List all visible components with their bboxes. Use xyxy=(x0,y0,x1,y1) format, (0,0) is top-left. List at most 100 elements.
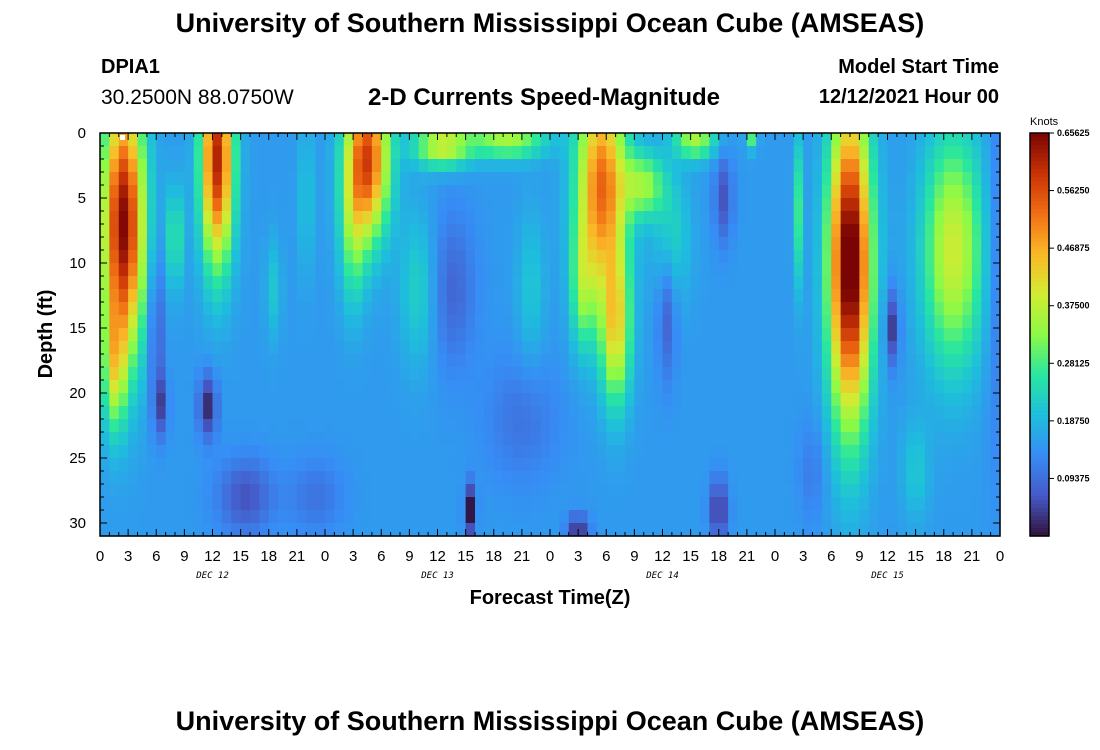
heatmap-cell xyxy=(625,471,635,485)
heatmap-cell xyxy=(231,159,242,173)
heatmap-cell xyxy=(690,484,701,498)
heatmap-cell xyxy=(700,211,710,225)
heatmap-cell xyxy=(503,224,514,238)
heatmap-cell xyxy=(306,250,317,264)
heatmap-cell xyxy=(878,263,889,277)
heatmap-cell xyxy=(868,393,879,407)
heatmap-cell xyxy=(296,198,307,212)
heatmap-cell xyxy=(437,276,448,290)
heatmap-cell xyxy=(306,484,317,498)
heatmap-cell xyxy=(775,510,785,524)
heatmap-cell xyxy=(146,172,157,186)
heatmap-cell xyxy=(925,523,935,537)
heatmap-cell xyxy=(503,263,514,277)
heatmap-cell xyxy=(137,224,148,238)
heatmap-cell xyxy=(193,497,204,511)
heatmap-cell xyxy=(625,523,635,537)
heatmap-cell xyxy=(381,159,392,173)
heatmap-cell xyxy=(821,302,832,316)
heatmap-cell xyxy=(859,497,870,511)
heatmap-cell xyxy=(765,419,776,433)
heatmap-cell xyxy=(428,159,439,173)
heatmap-cell xyxy=(615,328,626,342)
heatmap-cell xyxy=(990,393,1001,407)
heatmap-cell xyxy=(596,159,607,173)
heatmap-cell xyxy=(512,523,523,537)
heatmap-cell xyxy=(596,354,607,368)
heatmap-cell xyxy=(250,185,260,199)
heatmap-cell xyxy=(240,432,251,446)
heatmap-cell xyxy=(278,367,289,381)
heatmap-cell xyxy=(709,224,720,238)
heatmap-cell xyxy=(981,224,992,238)
heatmap-cell xyxy=(634,302,645,316)
heatmap-cell xyxy=(390,159,401,173)
heatmap-cell xyxy=(943,354,954,368)
heatmap-cell xyxy=(540,133,551,147)
heatmap-cell xyxy=(615,133,626,147)
colorbar-tick-label: 0.09375 xyxy=(1057,473,1090,483)
heatmap-cell xyxy=(503,146,514,160)
heatmap-cell xyxy=(325,367,335,381)
heatmap-cell xyxy=(943,393,954,407)
heatmap-cell xyxy=(953,341,964,355)
heatmap-cell xyxy=(681,146,692,160)
heatmap-cell xyxy=(728,393,739,407)
heatmap-cell xyxy=(100,211,110,225)
heatmap-cell xyxy=(531,224,542,238)
colorbar-segment xyxy=(1030,499,1049,505)
heatmap-cell xyxy=(662,341,673,355)
heatmap-cell xyxy=(746,315,757,329)
heatmap-cell xyxy=(728,523,739,537)
heatmap-cell xyxy=(831,250,842,264)
heatmap-cell xyxy=(700,185,710,199)
heatmap-cell xyxy=(512,263,523,277)
heatmap-cell xyxy=(146,315,157,329)
heatmap-cell xyxy=(850,250,860,264)
heatmap-cell xyxy=(193,185,204,199)
heatmap-cell xyxy=(484,497,495,511)
heatmap-cell xyxy=(718,315,729,329)
heatmap-cell xyxy=(250,354,260,368)
heatmap-cell xyxy=(953,458,964,472)
heatmap-cell xyxy=(278,185,289,199)
heatmap-cell xyxy=(850,263,860,277)
heatmap-cell xyxy=(625,419,635,433)
heatmap-cell xyxy=(362,393,373,407)
heatmap-cell xyxy=(334,471,345,485)
heatmap-cell xyxy=(634,211,645,225)
heatmap-cell xyxy=(756,146,767,160)
heatmap-cell xyxy=(484,484,495,498)
heatmap-cell xyxy=(100,510,110,524)
heatmap-cell xyxy=(193,471,204,485)
heatmap-cell xyxy=(437,198,448,212)
heatmap-cell xyxy=(371,484,382,498)
heatmap-cell xyxy=(850,315,860,329)
heatmap-cell xyxy=(390,458,401,472)
heatmap-cell xyxy=(615,471,626,485)
heatmap-cell xyxy=(793,406,804,420)
heatmap-cell xyxy=(662,276,673,290)
heatmap-cell xyxy=(315,406,326,420)
heatmap-cell xyxy=(756,471,767,485)
heatmap-cell xyxy=(484,237,495,251)
heatmap-cell xyxy=(962,211,973,225)
heatmap-cell xyxy=(315,263,326,277)
heatmap-cell xyxy=(109,172,120,186)
heatmap-cell xyxy=(296,185,307,199)
heatmap-cell xyxy=(512,497,523,511)
heatmap-cell xyxy=(746,523,757,537)
heatmap-cell xyxy=(653,406,664,420)
heatmap-cell xyxy=(521,185,532,199)
heatmap-cell xyxy=(606,302,617,316)
heatmap-cell xyxy=(568,510,579,524)
heatmap-cell xyxy=(409,328,420,342)
heatmap-cell xyxy=(521,406,532,420)
heatmap-cell xyxy=(634,380,645,394)
heatmap-cell xyxy=(765,445,776,459)
heatmap-cell xyxy=(700,367,710,381)
heatmap-cell xyxy=(981,380,992,394)
heatmap-cell xyxy=(137,172,148,186)
heatmap-cell xyxy=(596,380,607,394)
heatmap-cell xyxy=(943,328,954,342)
